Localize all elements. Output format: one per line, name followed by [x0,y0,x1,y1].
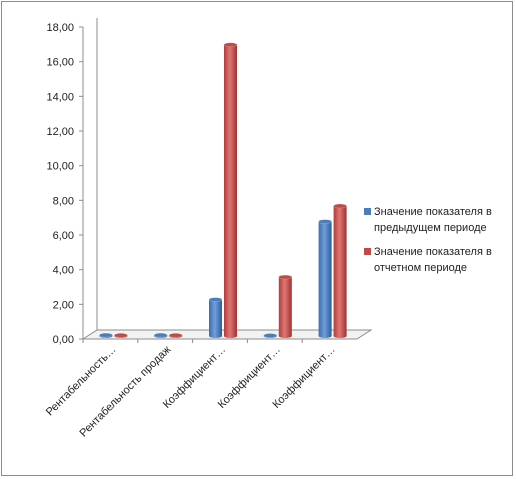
bar [278,274,293,338]
bar [223,42,238,338]
bar-body [278,277,292,336]
y-tick-label: 0,00 [53,334,74,346]
y-tick-label: 12,00 [46,126,74,138]
bar [208,297,223,338]
bar-top [114,333,128,338]
bar [168,333,183,338]
y-axis: 0,00 2,00 4,00 6,00 8,00 10,00 12,00 14,00 16,00… [46,22,83,346]
legend-label-curr-line1: Значение показателя в [374,246,492,258]
bar-top [263,333,278,338]
bar [114,333,128,338]
legend-swatch-prev [364,208,371,215]
bar-base [224,334,237,338]
legend-label-prev-line2: предыдущем периоде [374,222,487,234]
bar-top [208,297,223,302]
y-tick-label: 16,00 [46,57,74,69]
bar-body [333,206,347,336]
bar-body [224,44,237,337]
bar-base [278,334,292,338]
legend-label-curr-line2: отчетном периоде [374,262,467,274]
y-tick-label: 8,00 [53,195,74,207]
bar-base [209,334,222,338]
y-tick-label: 18,00 [46,22,74,34]
y-tick-label: 14,00 [46,91,74,103]
y-tick-label: 2,00 [53,299,74,311]
bar [99,332,113,338]
bar-top [153,332,168,338]
bar [318,219,332,338]
bar [333,203,347,338]
bar-top [333,203,347,209]
y-tick-label: 10,00 [46,161,74,173]
x-tick-label: Рентабельность продаж [77,343,173,439]
bar-top [223,42,238,48]
legend-swatch-curr [364,248,371,255]
y-tick-label: 6,00 [53,230,74,242]
y-tick-label: 4,00 [53,265,74,277]
bar-body [209,299,222,336]
bars [82,42,347,343]
legend: Значение показателя в предыдущем периоде… [364,206,492,274]
bar-base [333,334,347,338]
legend-label-prev-line1: Значение показателя в [374,206,492,218]
bar-top [278,274,293,280]
bar-top [99,332,113,338]
bar-top [168,333,183,338]
bar-base [318,334,332,338]
x-axis: Рентабельность…Рентабельность продажКоэф… [44,343,338,439]
bar-top [318,219,332,224]
bar-body [318,221,332,336]
bar [153,332,168,338]
bar [263,333,278,338]
